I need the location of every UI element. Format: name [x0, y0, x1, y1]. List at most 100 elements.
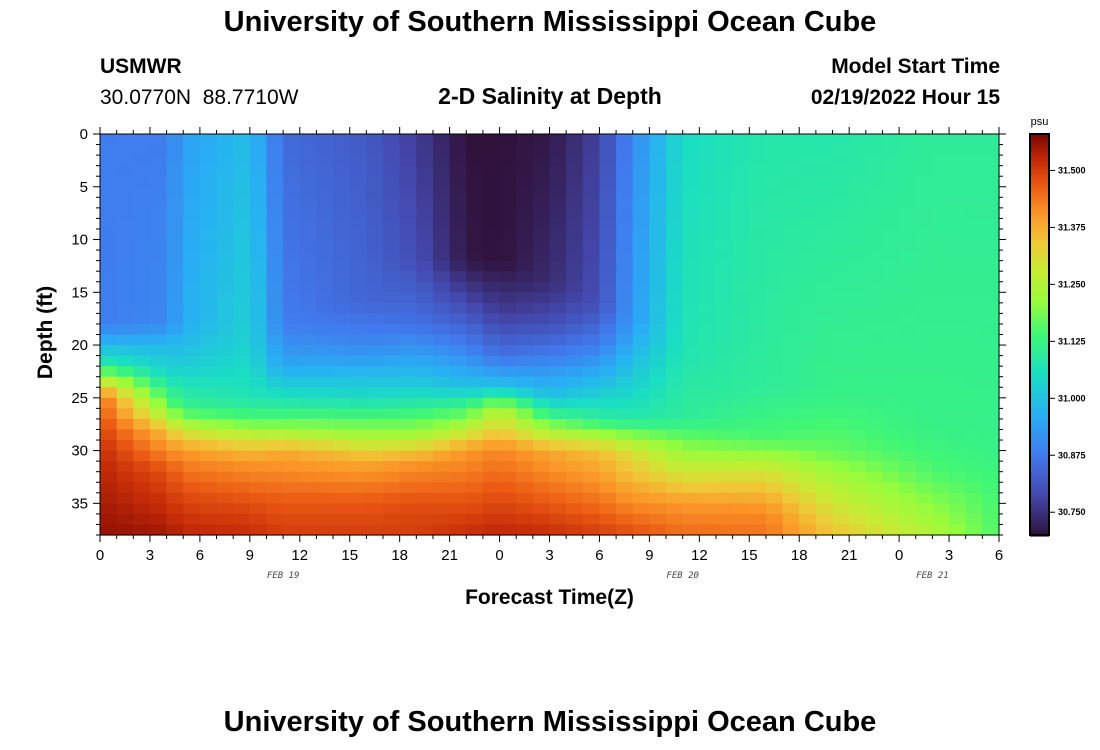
- heatmap-cell: [599, 228, 617, 241]
- heatmap-cell: [799, 492, 817, 504]
- heatmap-cell: [349, 313, 367, 325]
- heatmap-cell: [183, 165, 201, 177]
- heatmap-cell: [399, 334, 417, 346]
- heatmap-cell: [965, 144, 983, 156]
- heatmap-cell: [682, 176, 700, 188]
- x-tick-label: 9: [645, 547, 653, 564]
- heatmap-cell: [882, 334, 900, 346]
- heatmap-cell: [399, 155, 417, 167]
- heatmap-cell: [915, 186, 934, 198]
- heatmap-cell: [599, 524, 617, 536]
- heatmap-cell: [183, 397, 201, 409]
- heatmap-cell: [449, 492, 467, 504]
- heatmap-cell: [449, 366, 467, 378]
- heatmap-cell: [849, 345, 867, 357]
- heatmap-cell: [682, 461, 700, 473]
- heatmap-cell: [349, 239, 367, 251]
- heatmap-cell: [765, 461, 784, 473]
- heatmap-cell: [333, 482, 351, 494]
- heatmap-cell: [965, 302, 983, 314]
- heatmap-cell: [582, 366, 601, 378]
- heatmap-cell: [982, 250, 1000, 262]
- heatmap-cell: [732, 471, 750, 483]
- heatmap-cell: [516, 292, 534, 304]
- heatmap-cell: [449, 197, 467, 209]
- colorbar-segment: [1030, 472, 1049, 475]
- colorbar-segment: [1030, 412, 1049, 415]
- colorbar-segment: [1030, 210, 1049, 213]
- colorbar-tick-label: 31.500: [1058, 165, 1086, 175]
- heatmap-cell: [799, 250, 817, 262]
- heatmap-cell: [932, 471, 950, 483]
- heatmap-cell: [449, 482, 467, 494]
- heatmap-cell: [799, 155, 817, 167]
- heatmap-cell: [149, 418, 168, 431]
- heatmap-cell: [366, 271, 384, 283]
- heatmap-cell: [832, 471, 850, 483]
- heatmap-cell: [832, 492, 850, 504]
- heatmap-cell: [233, 482, 251, 494]
- heatmap-cell: [649, 503, 667, 515]
- heatmap-cell: [249, 302, 268, 314]
- colorbar-segment: [1030, 300, 1049, 303]
- heatmap-cell: [249, 323, 268, 336]
- heatmap-cell: [765, 513, 784, 526]
- heatmap-cell: [299, 471, 318, 483]
- heatmap-cell: [399, 250, 417, 262]
- heatmap-cell: [233, 376, 251, 388]
- heatmap-cell: [366, 292, 384, 304]
- colorbar-segment: [1030, 298, 1049, 301]
- heatmap-cell: [849, 513, 867, 526]
- heatmap-cell: [516, 281, 534, 293]
- heatmap-cell: [266, 292, 284, 304]
- heatmap-cell: [299, 228, 318, 241]
- heatmap-cell: [199, 418, 218, 431]
- heatmap-cell: [632, 176, 650, 188]
- heatmap-cell: [632, 260, 650, 272]
- heatmap-cell: [149, 355, 168, 367]
- heatmap-cell: [965, 165, 983, 177]
- heatmap-cell: [549, 250, 567, 262]
- heatmap-cell: [366, 165, 384, 177]
- heatmap-cell: [249, 440, 268, 452]
- heatmap-cell: [116, 207, 134, 220]
- heatmap-cell: [516, 228, 534, 241]
- heatmap-cell: [349, 503, 367, 515]
- heatmap-cell: [116, 408, 134, 420]
- colorbar-segment: [1030, 384, 1049, 387]
- heatmap-cell: [549, 144, 567, 156]
- heatmap-cell: [399, 197, 417, 209]
- heatmap-cell: [899, 250, 917, 262]
- heatmap-cell: [100, 260, 118, 272]
- heatmap-cell: [799, 429, 817, 441]
- heatmap-cell: [549, 292, 567, 304]
- heatmap-cell: [632, 334, 650, 346]
- heatmap-cell: [266, 207, 284, 220]
- heatmap-cell: [765, 397, 784, 409]
- heatmap-cell: [566, 218, 584, 230]
- heatmap-cell: [765, 345, 784, 357]
- heatmap-cell: [915, 134, 934, 146]
- heatmap-cell: [782, 323, 800, 336]
- heatmap-cell: [183, 302, 201, 314]
- heatmap-cell: [299, 387, 318, 399]
- colorbar-segment: [1030, 148, 1049, 151]
- heatmap-cell: [466, 503, 484, 515]
- heatmap-cell: [582, 323, 601, 336]
- heatmap-cell: [715, 513, 734, 526]
- heatmap-cell: [432, 239, 451, 251]
- heatmap-cell: [100, 513, 118, 526]
- colorbar-segment: [1030, 492, 1049, 495]
- heatmap-cell: [782, 186, 800, 198]
- heatmap-cell: [266, 408, 284, 420]
- heatmap-cell: [499, 345, 517, 357]
- heatmap-cell: [699, 429, 717, 441]
- colorbar-segment: [1030, 140, 1049, 143]
- heatmap-cell: [849, 302, 867, 314]
- heatmap-cell: [865, 418, 884, 431]
- heatmap-cell: [100, 397, 118, 409]
- colorbar-segment: [1030, 252, 1049, 255]
- heatmap-cell: [432, 397, 451, 409]
- heatmap-cell: [116, 492, 134, 504]
- heatmap-cell: [383, 429, 401, 441]
